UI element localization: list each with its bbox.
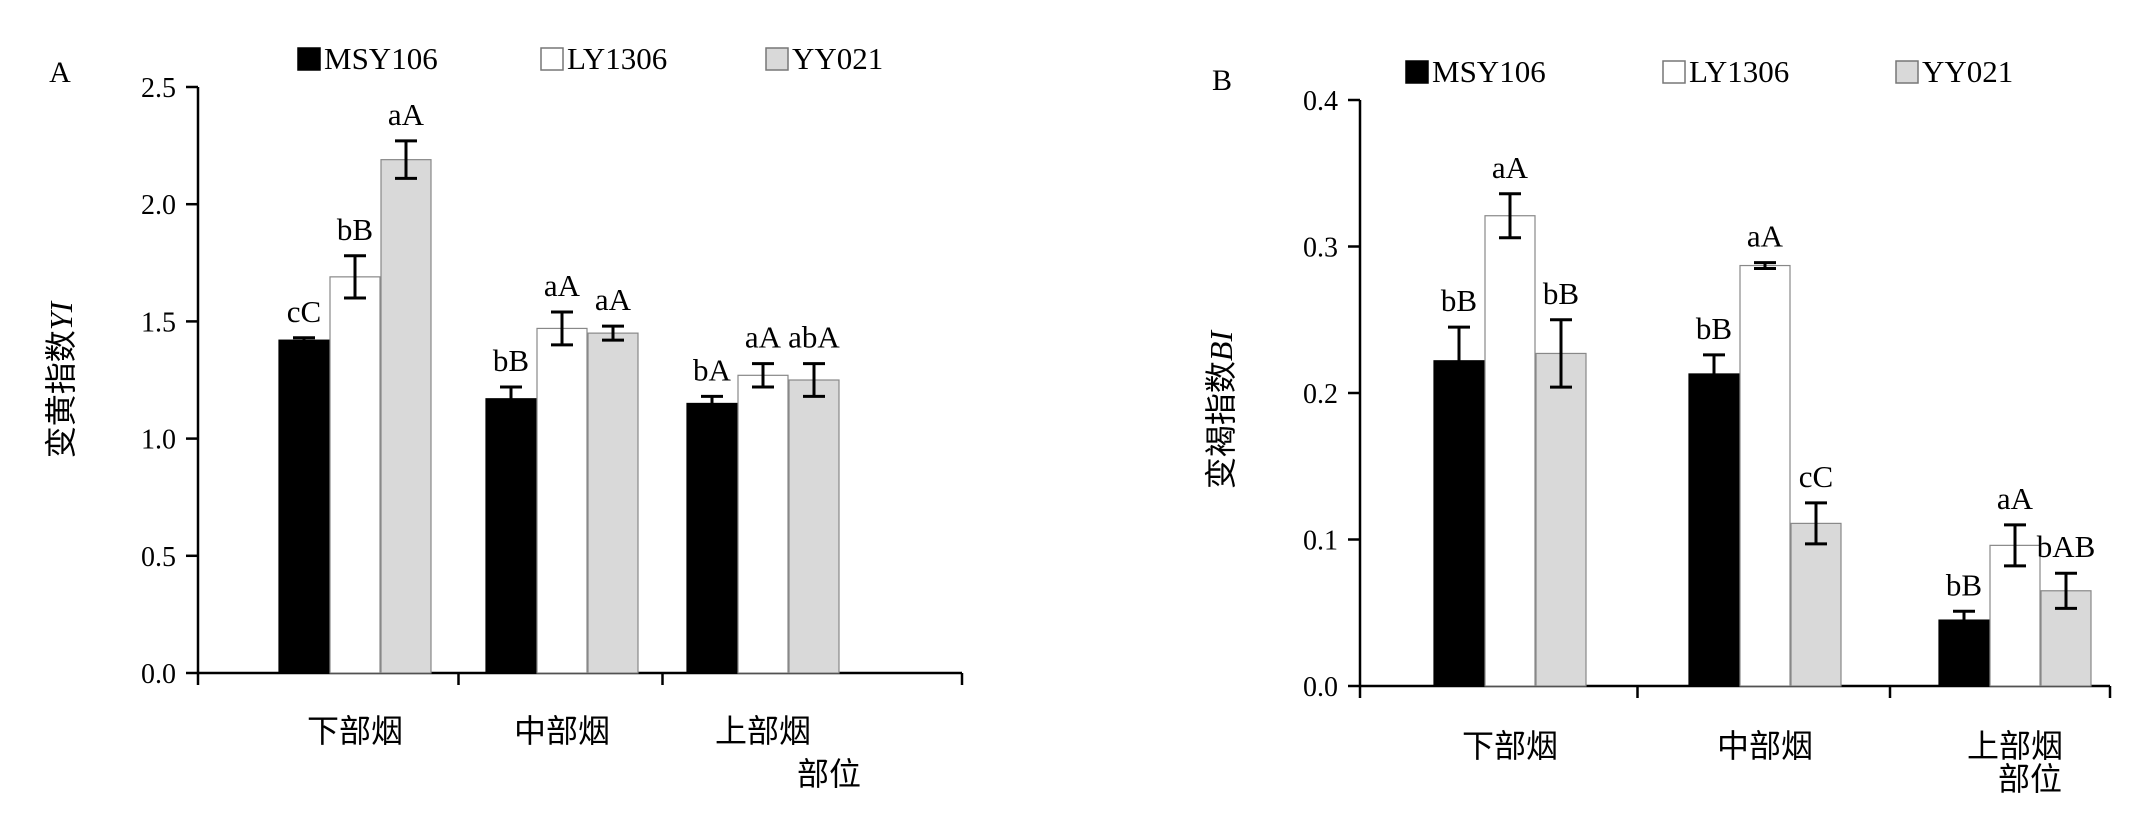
bar-msy106 bbox=[485, 398, 537, 674]
y-axis-title-text: 变黄指数 bbox=[43, 330, 79, 458]
panel-label: B bbox=[1212, 64, 1232, 97]
significance-label: cC bbox=[1799, 459, 1833, 494]
bar-msy106 bbox=[686, 402, 738, 674]
significance-label: bA bbox=[693, 352, 732, 387]
bar-ly1306 bbox=[1484, 215, 1536, 687]
legend-swatch bbox=[1895, 60, 1919, 84]
y-tick-label: 1.0 bbox=[141, 425, 176, 456]
bar-yy021 bbox=[788, 379, 840, 674]
x-axis-title: 部位 bbox=[1998, 761, 2062, 797]
significance-label: aA bbox=[544, 268, 581, 303]
bar-yy021 bbox=[1535, 352, 1587, 687]
y-tick-label: 0.2 bbox=[1303, 379, 1338, 410]
significance-label: bB bbox=[493, 343, 529, 378]
x-category-label: 中部烟 bbox=[1717, 728, 1813, 764]
y-tick-label: 0.0 bbox=[141, 659, 176, 690]
significance-label: bB bbox=[1543, 276, 1579, 311]
bar-msy106 bbox=[278, 339, 330, 674]
bar-ly1306 bbox=[536, 327, 588, 674]
panel-label: A bbox=[49, 56, 71, 89]
bar-ly1306 bbox=[1739, 264, 1791, 687]
y-tick-label: 2.0 bbox=[141, 190, 176, 221]
bar-msy106 bbox=[1938, 619, 1990, 687]
legend-swatch bbox=[765, 47, 789, 71]
y-axis-title: 变黄指数YI bbox=[43, 300, 79, 458]
y-tick-label: 1.5 bbox=[141, 307, 176, 338]
bar-msy106 bbox=[1433, 360, 1485, 687]
bar-yy021 bbox=[1790, 522, 1842, 687]
legend-swatch bbox=[540, 47, 564, 71]
significance-label: aA bbox=[1747, 219, 1784, 254]
significance-label: abA bbox=[788, 320, 840, 355]
significance-label: aA bbox=[595, 282, 632, 317]
y-tick-label: 0.1 bbox=[1303, 526, 1338, 557]
y-axis-title-text: 变褐指数 bbox=[1203, 361, 1239, 489]
x-category-label: 上部烟 bbox=[1967, 728, 2063, 764]
legend-swatch bbox=[297, 47, 321, 71]
x-category-label: 下部烟 bbox=[307, 713, 403, 749]
y-tick-label: 0.4 bbox=[1303, 86, 1338, 117]
bar-ly1306 bbox=[1989, 544, 2041, 687]
y-axis-title-symbol: YI bbox=[43, 300, 79, 330]
legend-label: YY021 bbox=[792, 41, 883, 76]
legend-label: LY1306 bbox=[567, 41, 667, 76]
bar-msy106 bbox=[1688, 373, 1740, 687]
x-axis-title: 部位 bbox=[797, 756, 861, 792]
legend-label: MSY106 bbox=[1432, 54, 1546, 89]
legend-swatch bbox=[1405, 60, 1429, 84]
y-tick-label: 2.5 bbox=[141, 73, 176, 104]
bar-yy021 bbox=[587, 332, 639, 674]
y-tick-label: 0.3 bbox=[1303, 233, 1338, 264]
bar-ly1306 bbox=[737, 374, 789, 674]
significance-label: bB bbox=[1696, 311, 1732, 346]
legend-swatch bbox=[1662, 60, 1686, 84]
y-tick-label: 0.0 bbox=[1303, 672, 1338, 703]
significance-label: cC bbox=[287, 294, 321, 329]
significance-label: aA bbox=[1492, 150, 1529, 185]
bar-yy021 bbox=[380, 159, 432, 674]
significance-label: bAB bbox=[2037, 529, 2096, 564]
y-axis-title: 变褐指数BI bbox=[1203, 330, 1239, 490]
y-axis-title-symbol: BI bbox=[1203, 330, 1239, 362]
significance-label: aA bbox=[388, 97, 425, 132]
legend-label: LY1306 bbox=[1689, 54, 1789, 89]
significance-label: bB bbox=[337, 212, 373, 247]
significance-label: bB bbox=[1946, 567, 1982, 602]
significance-label: aA bbox=[1997, 481, 2034, 516]
significance-label: bB bbox=[1441, 283, 1477, 318]
bar-ly1306 bbox=[329, 276, 381, 674]
legend-label: MSY106 bbox=[324, 41, 438, 76]
x-category-label: 中部烟 bbox=[514, 713, 610, 749]
x-category-label: 上部烟 bbox=[715, 713, 811, 749]
significance-label: aA bbox=[745, 320, 782, 355]
y-tick-label: 0.5 bbox=[141, 542, 176, 573]
x-category-label: 下部烟 bbox=[1462, 728, 1558, 764]
legend-label: YY021 bbox=[1922, 54, 2013, 89]
